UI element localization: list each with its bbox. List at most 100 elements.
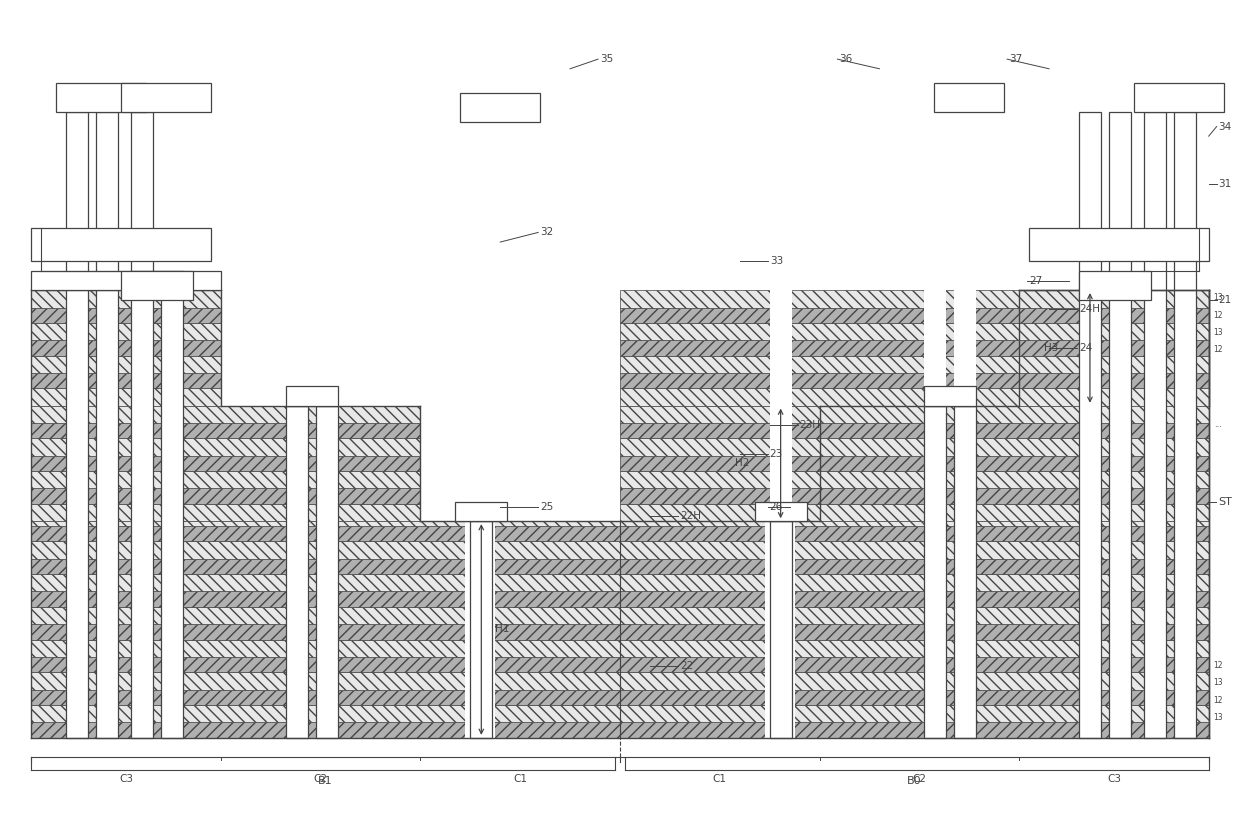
Bar [31, 308, 221, 323]
Bar [31, 526, 620, 541]
Bar [31, 607, 620, 624]
Bar [1079, 112, 1101, 738]
Bar [285, 64, 308, 738]
Bar [770, 521, 791, 738]
Bar [1109, 64, 1131, 738]
Bar [620, 541, 1209, 559]
Bar [161, 64, 184, 738]
Text: ...: ... [1214, 420, 1221, 429]
Bar [620, 504, 1209, 521]
Text: 21: 21 [1219, 295, 1231, 305]
Bar [122, 271, 193, 300]
Bar [470, 521, 492, 738]
Text: H1: H1 [495, 625, 510, 635]
Bar [620, 423, 1209, 438]
Bar [131, 112, 153, 738]
Bar [31, 323, 221, 340]
Bar [620, 308, 1209, 323]
Bar [755, 502, 806, 521]
Text: 13: 13 [1214, 293, 1224, 302]
Bar [1143, 64, 1166, 738]
Text: 13: 13 [1214, 713, 1224, 722]
Bar [620, 640, 1209, 657]
Bar [316, 64, 337, 738]
Bar [620, 574, 1209, 591]
Bar [1174, 112, 1195, 738]
Bar [31, 624, 620, 640]
Bar [31, 672, 620, 690]
Text: C1: C1 [713, 774, 727, 784]
Bar [31, 290, 221, 308]
Bar [924, 406, 946, 738]
Bar [31, 227, 211, 261]
Text: 24H: 24H [1079, 305, 1100, 314]
Text: 22H: 22H [680, 511, 701, 521]
Bar [620, 290, 1209, 308]
Text: C2: C2 [913, 774, 926, 784]
Bar [31, 373, 221, 388]
Bar [620, 521, 1209, 526]
Bar [465, 521, 495, 738]
Text: 26: 26 [770, 502, 782, 511]
Bar [66, 112, 88, 738]
Bar [31, 591, 620, 607]
Text: 13: 13 [1214, 678, 1224, 687]
Text: C1: C1 [513, 774, 527, 784]
Text: H2: H2 [735, 458, 749, 469]
Text: C2: C2 [314, 774, 327, 784]
Text: 23H: 23H [800, 420, 821, 430]
Bar [131, 271, 184, 290]
Bar [31, 471, 420, 488]
Bar [620, 373, 1209, 388]
Bar [161, 290, 184, 738]
Bar [97, 112, 118, 738]
Bar [620, 690, 1209, 705]
Bar [620, 323, 1209, 340]
Bar [955, 64, 976, 738]
Bar [31, 423, 420, 438]
Bar [31, 541, 620, 559]
Bar [770, 64, 791, 738]
Bar [1029, 227, 1209, 261]
Bar [1133, 83, 1224, 112]
Bar [31, 690, 620, 705]
Bar [31, 722, 1209, 738]
Bar [460, 93, 541, 122]
Text: 24: 24 [1079, 343, 1092, 353]
Text: 37: 37 [1009, 54, 1022, 64]
Bar [31, 521, 620, 526]
Bar [285, 406, 308, 738]
Text: B0: B0 [906, 776, 921, 786]
Bar [31, 640, 620, 657]
Bar [620, 705, 1209, 722]
Bar [620, 526, 1209, 541]
Bar [56, 83, 146, 112]
Text: B1: B1 [319, 776, 334, 786]
Bar [924, 64, 946, 738]
Bar [620, 672, 1209, 690]
Bar [31, 657, 620, 672]
Bar [620, 355, 1209, 373]
Text: 12: 12 [1214, 310, 1223, 319]
Bar [620, 607, 1209, 624]
Bar [620, 471, 1209, 488]
Text: 25: 25 [541, 502, 553, 511]
Bar [285, 387, 337, 406]
Bar [620, 488, 1209, 504]
Bar [620, 591, 1209, 607]
Text: 22: 22 [680, 661, 693, 671]
Bar [31, 340, 221, 355]
Bar [924, 387, 976, 406]
Bar [620, 438, 1209, 456]
Bar [97, 64, 118, 738]
Bar [1174, 64, 1195, 738]
Bar [1109, 112, 1131, 738]
Text: 12: 12 [1214, 346, 1223, 355]
Bar [455, 502, 507, 521]
Text: C3: C3 [1107, 774, 1121, 784]
Bar [620, 340, 1209, 355]
Text: 12: 12 [1214, 695, 1223, 704]
Bar [470, 64, 492, 738]
Bar [955, 406, 976, 738]
Bar [122, 83, 211, 112]
